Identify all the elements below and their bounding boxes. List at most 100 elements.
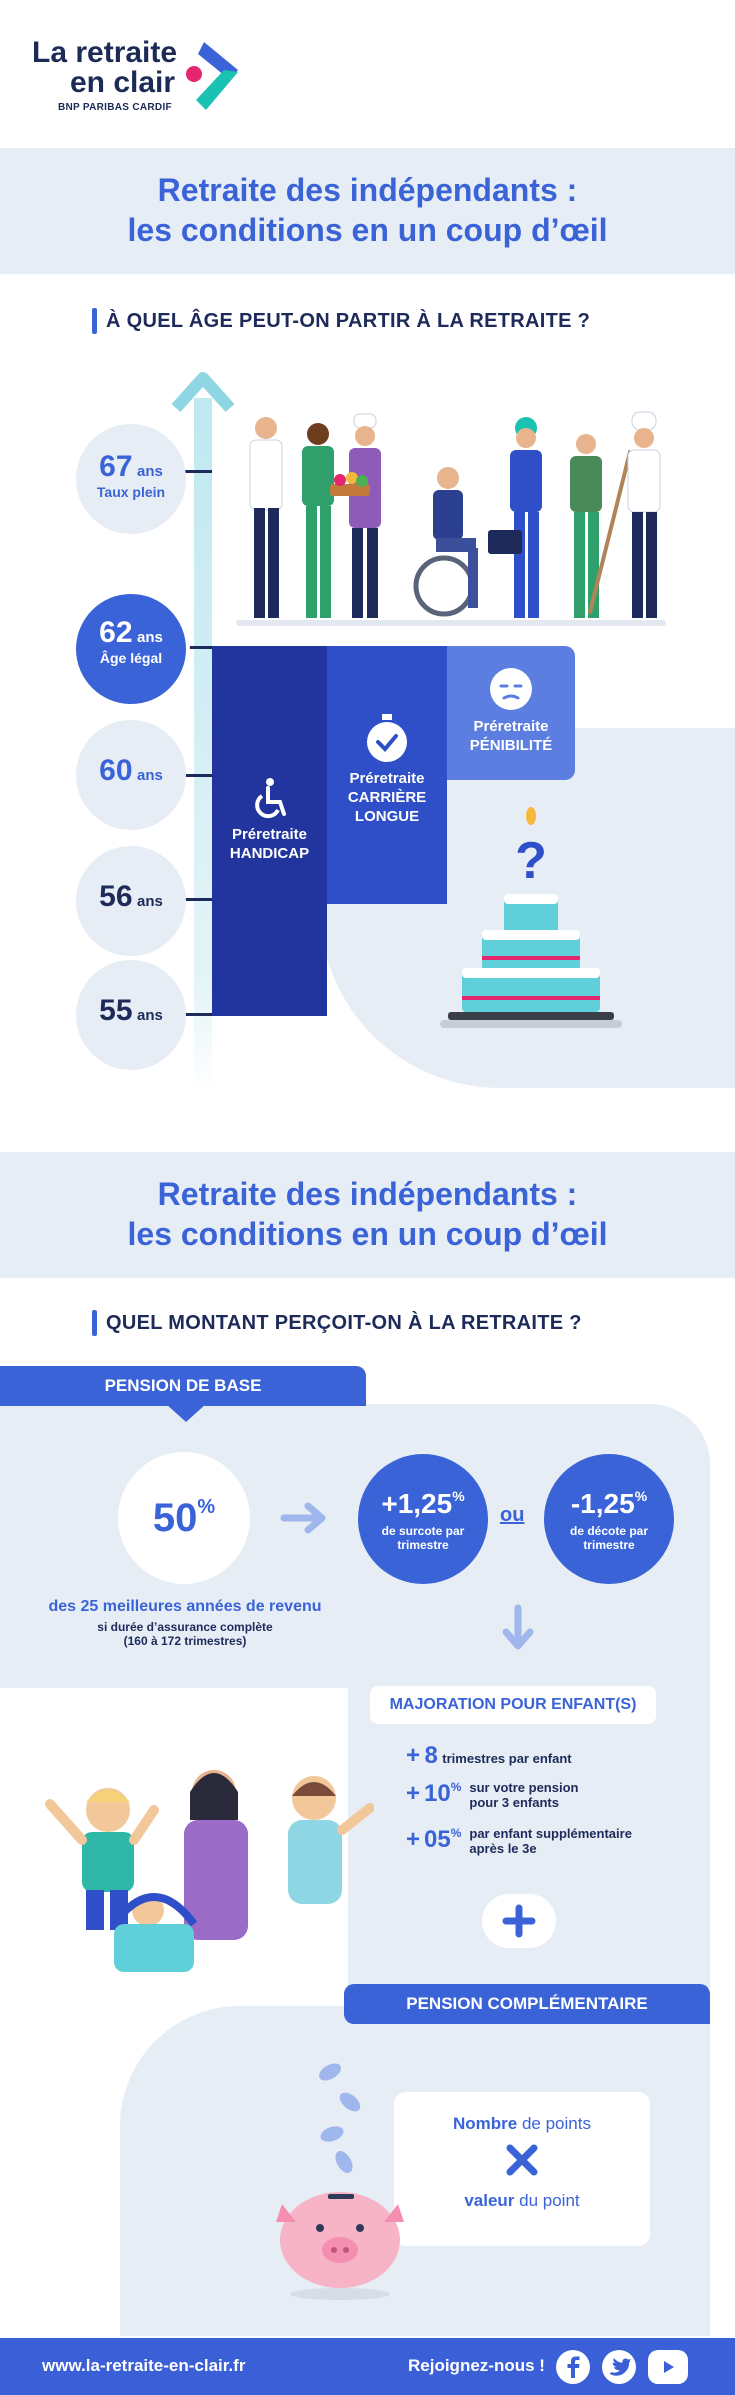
pension-desc-line2: si durée d’assurance complète	[97, 1620, 273, 1634]
plus-icon	[502, 1904, 536, 1938]
majoration-1-text: trimestres par enfant	[442, 1751, 572, 1766]
pension-base-tag: PENSION DE BASE	[0, 1366, 366, 1406]
section2-title: Retraite des indépendants : les conditio…	[0, 1174, 735, 1254]
bar-preretraite-carriere-longue: Préretraite CARRIÈRE LONGUE	[327, 646, 447, 904]
decote-line1: de décote par	[569, 1524, 649, 1538]
youtube-icon[interactable]	[648, 2350, 688, 2384]
age-62-label: Âge légal	[99, 650, 163, 666]
bar-penibilite-line2: PÉNIBILITÉ	[469, 737, 553, 754]
majoration-2-sign: %	[450, 1780, 462, 1794]
section1-title-line2: les conditions en un coup d’œil	[127, 212, 608, 248]
decote-sign: %	[634, 1488, 648, 1504]
age-62-unit: ans	[136, 629, 163, 646]
tag-pointer-icon	[166, 1404, 206, 1422]
logo-text: La retraite en clair	[32, 38, 177, 98]
age-axis	[194, 398, 212, 1090]
majoration-tag: MAJORATION POUR ENFANT(S)	[370, 1686, 656, 1724]
decote-line2: trimestre	[583, 1538, 635, 1552]
logo-subtitle: BNP PARIBAS CARDIF	[58, 102, 172, 113]
footer-url-link[interactable]: www.la-retraite-en-clair.fr	[42, 2356, 246, 2375]
tick-55	[176, 1013, 212, 1016]
age-67-unit: ans	[136, 463, 163, 480]
multiply-icon	[506, 2144, 538, 2176]
points-rest: de points	[517, 2114, 591, 2133]
pension-desc-line3: (160 à 172 trimestres)	[123, 1634, 247, 1648]
bar-preretraite-handicap: Préretraite HANDICAP	[212, 646, 327, 1016]
valeur-rest: du point	[514, 2191, 580, 2210]
section2-title-line1: Retraite des indépendants :	[157, 1176, 578, 1212]
logo-mark-icon	[186, 42, 238, 110]
majoration-3-sign: %	[450, 1826, 462, 1840]
surcote-sign: %	[452, 1488, 465, 1504]
wheelchair-icon	[254, 778, 286, 819]
svg-text:?: ?	[515, 832, 547, 890]
age-56-number: 56	[99, 880, 133, 913]
arrow-down-icon	[502, 1604, 534, 1650]
footer: www.la-retraite-en-clair.fr Rejoignez-no…	[0, 2338, 735, 2395]
plus-pill	[482, 1894, 556, 1948]
surcote-line1: de surcote par	[381, 1524, 465, 1538]
age-60-bubble: 60 ans	[76, 720, 186, 830]
tick-62	[176, 646, 212, 649]
bar-carriere-line1: Préretraite	[349, 770, 425, 787]
percent-50-circle: 50%	[118, 1452, 250, 1584]
points-formula-card: Nombre de points valeur du point	[394, 2092, 650, 2246]
majoration-2-text2: pour 3 enfants	[469, 1795, 559, 1810]
piggy-bank-icon	[276, 2063, 404, 2300]
bar-preretraite-penibilite: Préretraite PÉNIBILITÉ	[447, 646, 575, 780]
age-55-bubble: 55 ans	[76, 960, 186, 1070]
logo-line1: La retraite	[32, 36, 178, 69]
bar-carriere-line2: CARRIÈRE	[347, 789, 427, 806]
percent-50-value: 50	[152, 1496, 198, 1540]
tick-67	[176, 470, 212, 473]
age-62-number: 62	[99, 616, 133, 649]
footer-join-label: Rejoignez-nous !	[408, 2356, 545, 2375]
age-62-bubble: 62 ans Âge légal	[76, 594, 186, 704]
arrow-right-icon	[280, 1502, 326, 1534]
workers-group-icon	[236, 411, 666, 626]
age-67-bubble: 67 ans Taux plein	[76, 424, 186, 534]
bar-carriere-line3: LONGUE	[354, 808, 420, 825]
majoration-2-text1: sur votre pension	[469, 1780, 579, 1795]
birthday-cake-icon: ?	[440, 807, 622, 1028]
section1-title: Retraite des indépendants : les conditio…	[0, 170, 735, 250]
logo[interactable]: La retraite en clair BNP PARIBAS CARDIF	[32, 38, 292, 118]
bar-penibilite-line1: Préretraite	[473, 718, 549, 735]
majoration-item-2: + 10 % sur votre pension pour 3 enfants	[406, 1780, 579, 1810]
facebook-icon[interactable]	[556, 2350, 590, 2384]
decote-circle: -1,25% de décote par trimestre	[544, 1454, 674, 1584]
surcote-line2: trimestre	[397, 1538, 449, 1552]
decote-value: -1,25	[570, 1488, 635, 1519]
majoration-3-value: 05	[424, 1826, 451, 1853]
tick-60	[176, 774, 212, 777]
section1-title-band: Retraite des indépendants : les conditio…	[0, 148, 735, 274]
stopwatch-icon	[367, 714, 407, 762]
section2-title-band: Retraite des indépendants : les conditio…	[0, 1152, 735, 1278]
pension-base-description: des 25 meilleures années de revenu si du…	[20, 1598, 350, 1648]
majoration-3-text2: après le 3e	[469, 1841, 537, 1856]
ou-label: ou	[500, 1504, 525, 1526]
arrow-up-icon	[171, 372, 235, 413]
age-56-unit: ans	[136, 893, 163, 910]
majoration-1-value: 8	[424, 1742, 438, 1769]
age-60-unit: ans	[136, 767, 163, 784]
surcote-circle: +1,25% de surcote par trimestre	[358, 1454, 488, 1584]
workers-illustration	[236, 408, 666, 628]
bar-handicap-line2: HANDICAP	[229, 845, 310, 862]
twitter-icon[interactable]	[602, 2350, 636, 2384]
majoration-item-3: + 05 % par enfant supplémentaire après l…	[406, 1826, 632, 1856]
bar-handicap-line1: Préretraite	[231, 826, 308, 843]
age-60-number: 60	[99, 754, 133, 787]
tired-face-icon	[490, 668, 532, 710]
points-bold: Nombre	[453, 2114, 518, 2133]
age-67-number: 67	[99, 450, 133, 483]
age-67-label: Taux plein	[96, 484, 166, 500]
age-56-bubble: 56 ans	[76, 846, 186, 956]
majoration-3-text1: par enfant supplémentaire	[469, 1826, 632, 1841]
complementaire-tag: PENSION COMPLÉMENTAIRE	[344, 1984, 710, 2024]
majoration-2-value: 10	[424, 1780, 451, 1807]
majoration-item-1: + 8 trimestres par enfant	[406, 1742, 572, 1769]
valeur-bold: valeur	[464, 2191, 515, 2210]
section2-heading: QUEL MONTANT PERÇOIT-ON À LA RETRAITE ?	[92, 1310, 582, 1336]
section2-title-line2: les conditions en un coup d’œil	[127, 1216, 608, 1252]
